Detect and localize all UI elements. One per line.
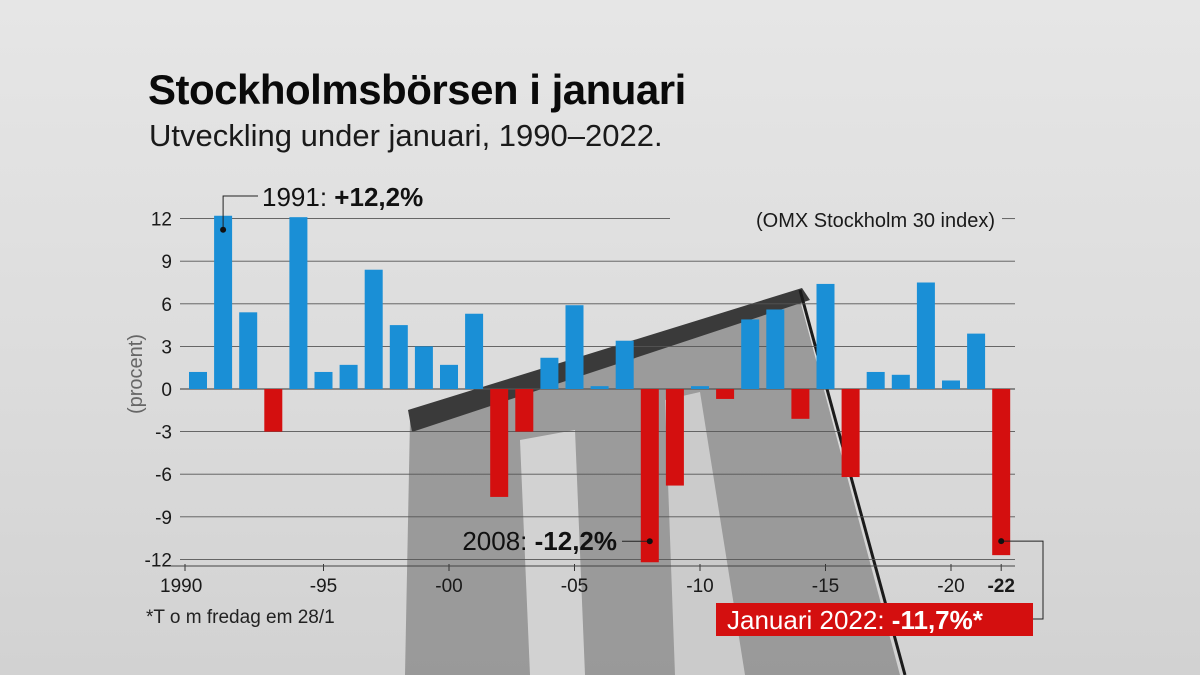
x-tick-label: 1990 [160,576,202,597]
bar [214,215,233,389]
y-axis-ticks: 12 9 6 3 0 -3 -6 -9 -12 [145,210,172,572]
annotation-2022: Januari 2022: -11,7%* [727,605,984,635]
bar [289,217,308,389]
x-tick-label: -10 [686,576,713,597]
bar [615,340,634,389]
annotation-value: +12,2% [334,182,423,212]
annotation-2008: 2008: -12,2% [462,526,617,556]
bar [389,325,408,389]
x-tick-label: -00 [435,576,462,597]
x-tick-label: -20 [937,576,964,597]
bar [465,313,484,389]
annotation-value: -12,2% [535,526,617,556]
y-tick-label: -9 [155,508,172,529]
annotation-leader [1001,540,1044,620]
x-tick-label: -05 [561,576,588,597]
annotation-2022-box [716,603,1033,636]
x-axis-ticks: 1990 -95 -00 -05 -10 -15 -20 -22 [160,564,1015,597]
bar [841,389,860,478]
bar [942,380,960,389]
y-tick-label: -12 [145,550,172,571]
bar [339,364,358,389]
bar [440,364,458,389]
y-axis-label: (procent) [125,334,147,414]
bar [766,309,785,389]
annotation-dot [220,226,227,233]
x-tick-label: -15 [812,576,839,597]
annotation-1991: 1991: +12,2% [262,182,423,212]
x-tick-label: -22 [987,576,1014,597]
y-tick-label: 0 [161,380,172,401]
bar [540,357,559,389]
bars [189,215,1011,563]
annotations: 1991: +12,2% 2008: -12,2% Januari 2022: -1… [220,182,1044,636]
y-tick-label: 3 [161,337,172,358]
annotation-prefix: 1991: [262,182,334,212]
bar [916,282,935,389]
building-window [520,430,585,675]
bar [239,312,258,389]
bar [414,346,433,389]
footnote: *T o m fredag em 28/1 [146,607,335,628]
bar [665,389,684,486]
bar [314,371,333,389]
bar [992,389,1011,556]
x-tick-label: -95 [310,576,337,597]
bar [364,269,383,389]
annotation-dot [998,538,1005,545]
bar [891,374,910,389]
bar [189,371,207,389]
bar [515,389,534,432]
bar [590,386,609,389]
chart-title: Stockholmsbörsen i januari [148,66,686,113]
bar [640,389,659,563]
bar [716,389,735,399]
bar [741,319,760,389]
series-label-group: (OMX Stockholm 30 index) [756,210,995,232]
annotation-prefix: 2008: [462,526,534,556]
y-tick-label: 12 [151,210,172,231]
building-roof [408,288,810,432]
annotation-prefix: Januari 2022: [727,605,892,635]
bar [967,333,986,389]
bar [691,386,709,389]
bar [791,389,810,419]
chart-subtitle: Utveckling under januari, 1990–2022. [149,118,663,153]
annotation-value: -11,7%* [892,605,984,635]
y-tick-label: -3 [155,423,172,444]
bar [565,305,584,389]
y-tick-label: -6 [155,465,172,486]
bar [490,389,509,497]
bar [264,389,283,432]
annotation-dot [646,538,653,545]
series-label: (OMX Stockholm 30 index) [756,210,995,232]
y-tick-label: 9 [161,252,172,273]
bar [816,283,835,389]
y-tick-label: 6 [161,295,172,316]
annotation-leader [222,195,258,230]
bar [866,371,885,389]
